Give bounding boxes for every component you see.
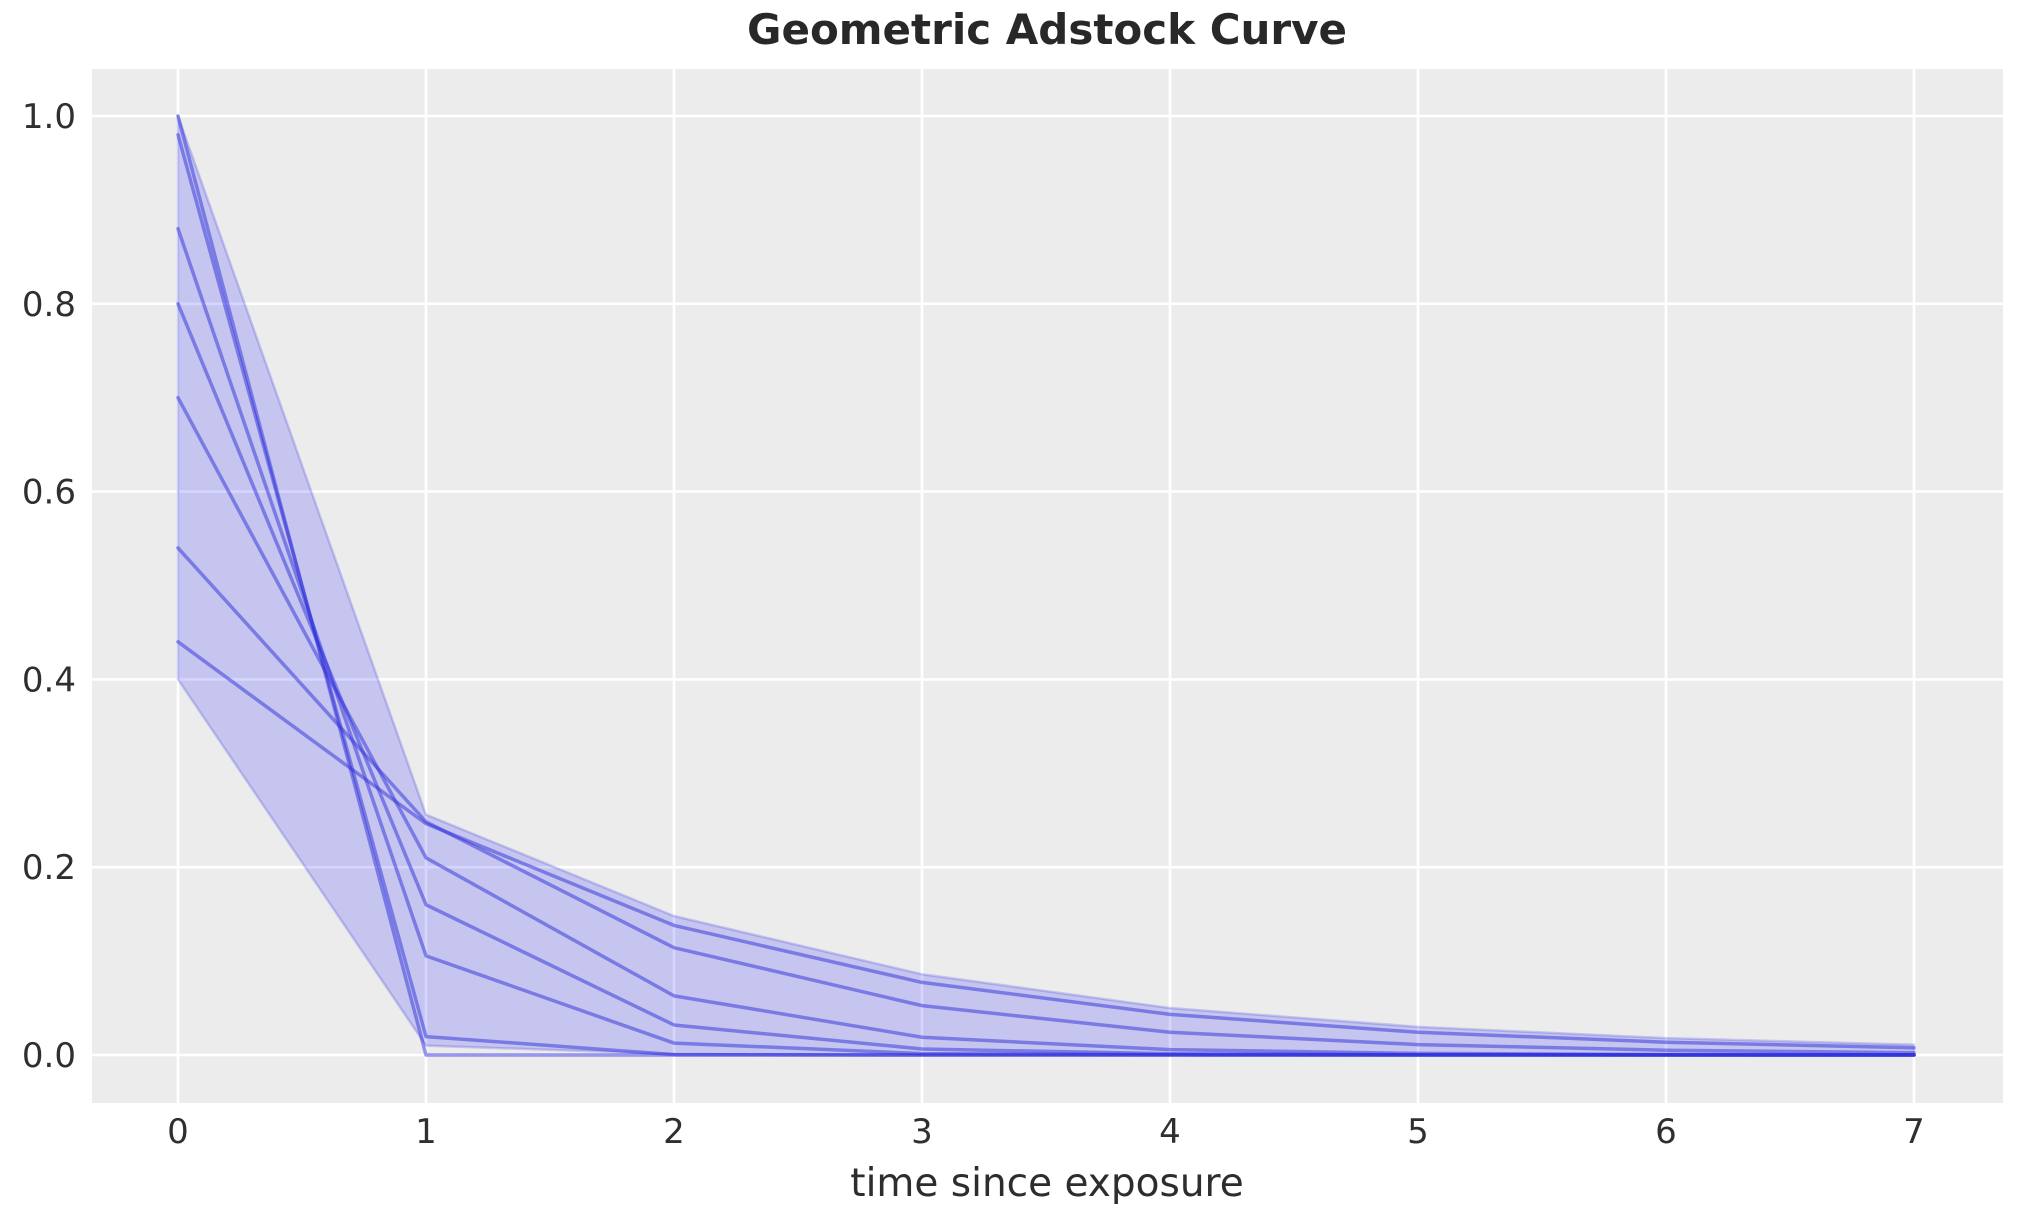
adstock-sample-7 bbox=[176, 640, 1916, 1050]
gridlines bbox=[92, 69, 2003, 1103]
x-tick-label: 3 bbox=[911, 1112, 933, 1152]
x-tick-labels: 0 1 2 3 4 5 6 7 bbox=[167, 1112, 1925, 1152]
y-tick-label: 0.0 bbox=[22, 1036, 76, 1076]
x-tick-label: 2 bbox=[663, 1112, 685, 1152]
adstock-sample-5 bbox=[176, 395, 1916, 1057]
y-tick-label: 0.8 bbox=[22, 285, 76, 325]
plot-area bbox=[92, 69, 2003, 1103]
x-tick-label: 5 bbox=[1407, 1112, 1429, 1152]
y-tick-label: 0.4 bbox=[22, 660, 76, 700]
x-tick-label: 1 bbox=[415, 1112, 437, 1152]
x-tick-label: 4 bbox=[1159, 1112, 1181, 1152]
x-tick-label: 6 bbox=[1655, 1112, 1677, 1152]
y-tick-labels: 0.0 0.2 0.4 0.6 0.8 1.0 bbox=[22, 97, 76, 1076]
x-axis-label: time since exposure bbox=[850, 1161, 1243, 1206]
x-tick-label: 0 bbox=[167, 1112, 189, 1152]
adstock-lines-group bbox=[176, 114, 1916, 1057]
chart-title: Geometric Adstock Curve bbox=[747, 5, 1347, 54]
x-tick-label: 7 bbox=[1903, 1112, 1925, 1152]
adstock-sample-6 bbox=[176, 546, 1916, 1055]
y-tick-label: 0.2 bbox=[22, 848, 76, 888]
y-tick-label: 0.6 bbox=[22, 473, 76, 513]
y-tick-label: 1.0 bbox=[22, 97, 76, 137]
